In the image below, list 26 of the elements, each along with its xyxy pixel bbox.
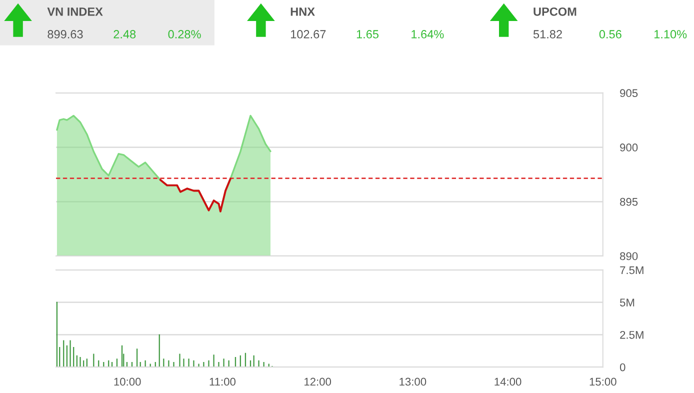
text: 1.64% xyxy=(412,30,444,38)
text: 2.48 xyxy=(114,30,136,38)
text: 102.67 xyxy=(290,30,326,38)
text: 0.28% xyxy=(168,30,201,38)
x-tick-label: 11:00 xyxy=(210,378,236,386)
text: VN INDEX xyxy=(47,8,103,16)
x-tick-label: 13:00 xyxy=(400,378,426,386)
y-tick-label: 5M xyxy=(620,298,634,306)
text: UPCOM xyxy=(534,7,576,16)
y-tick-label: 890 xyxy=(620,252,638,260)
x-tick-label: 12:00 xyxy=(304,378,332,386)
text: 1.65 xyxy=(356,30,379,38)
text: 899.63 xyxy=(48,30,83,38)
x-tick-label: 10:00 xyxy=(114,378,141,386)
text: 0.56 xyxy=(599,30,622,38)
y-tick-label: 905 xyxy=(620,89,638,98)
x-tick-label: 15:00 xyxy=(590,378,616,386)
text: HNX xyxy=(290,8,315,16)
y-tick-label: 895 xyxy=(620,198,638,206)
y-tick-label: 0 xyxy=(620,363,626,372)
text: 51.82 xyxy=(533,30,562,38)
y-tick-label: 900 xyxy=(620,144,638,152)
text: 1.10% xyxy=(654,30,687,38)
y-tick-label: 2.5M xyxy=(620,330,644,339)
x-tick-label: 14:00 xyxy=(494,378,522,386)
y-tick-label: 7.5M xyxy=(620,266,644,274)
